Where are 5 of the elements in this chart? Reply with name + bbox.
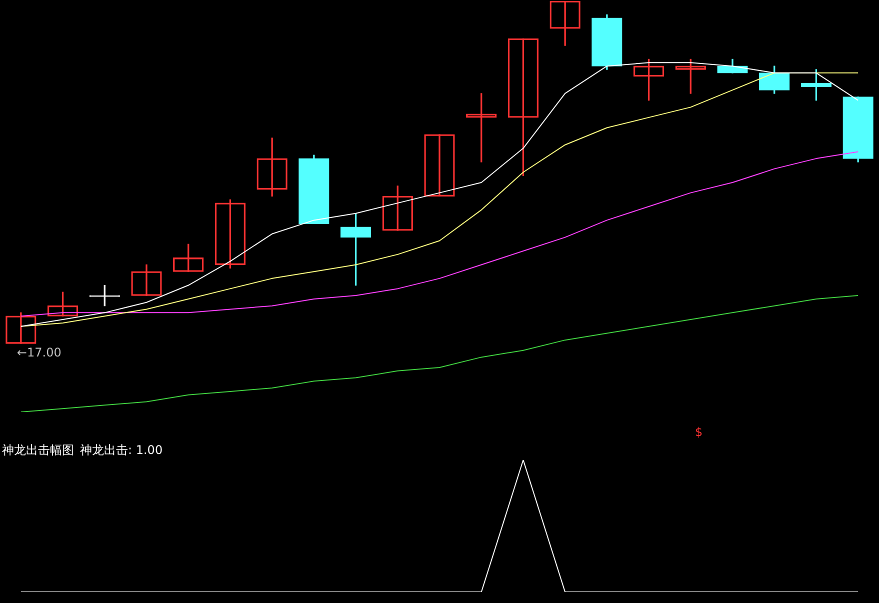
annotation: ←17.00 <box>16 346 62 360</box>
text: $ <box>694 425 703 440</box>
candlestick <box>424 134 455 197</box>
text: 神龙出击: 1.00 <box>80 443 163 458</box>
chart-title: 神龙出击幅图 <box>2 443 74 458</box>
